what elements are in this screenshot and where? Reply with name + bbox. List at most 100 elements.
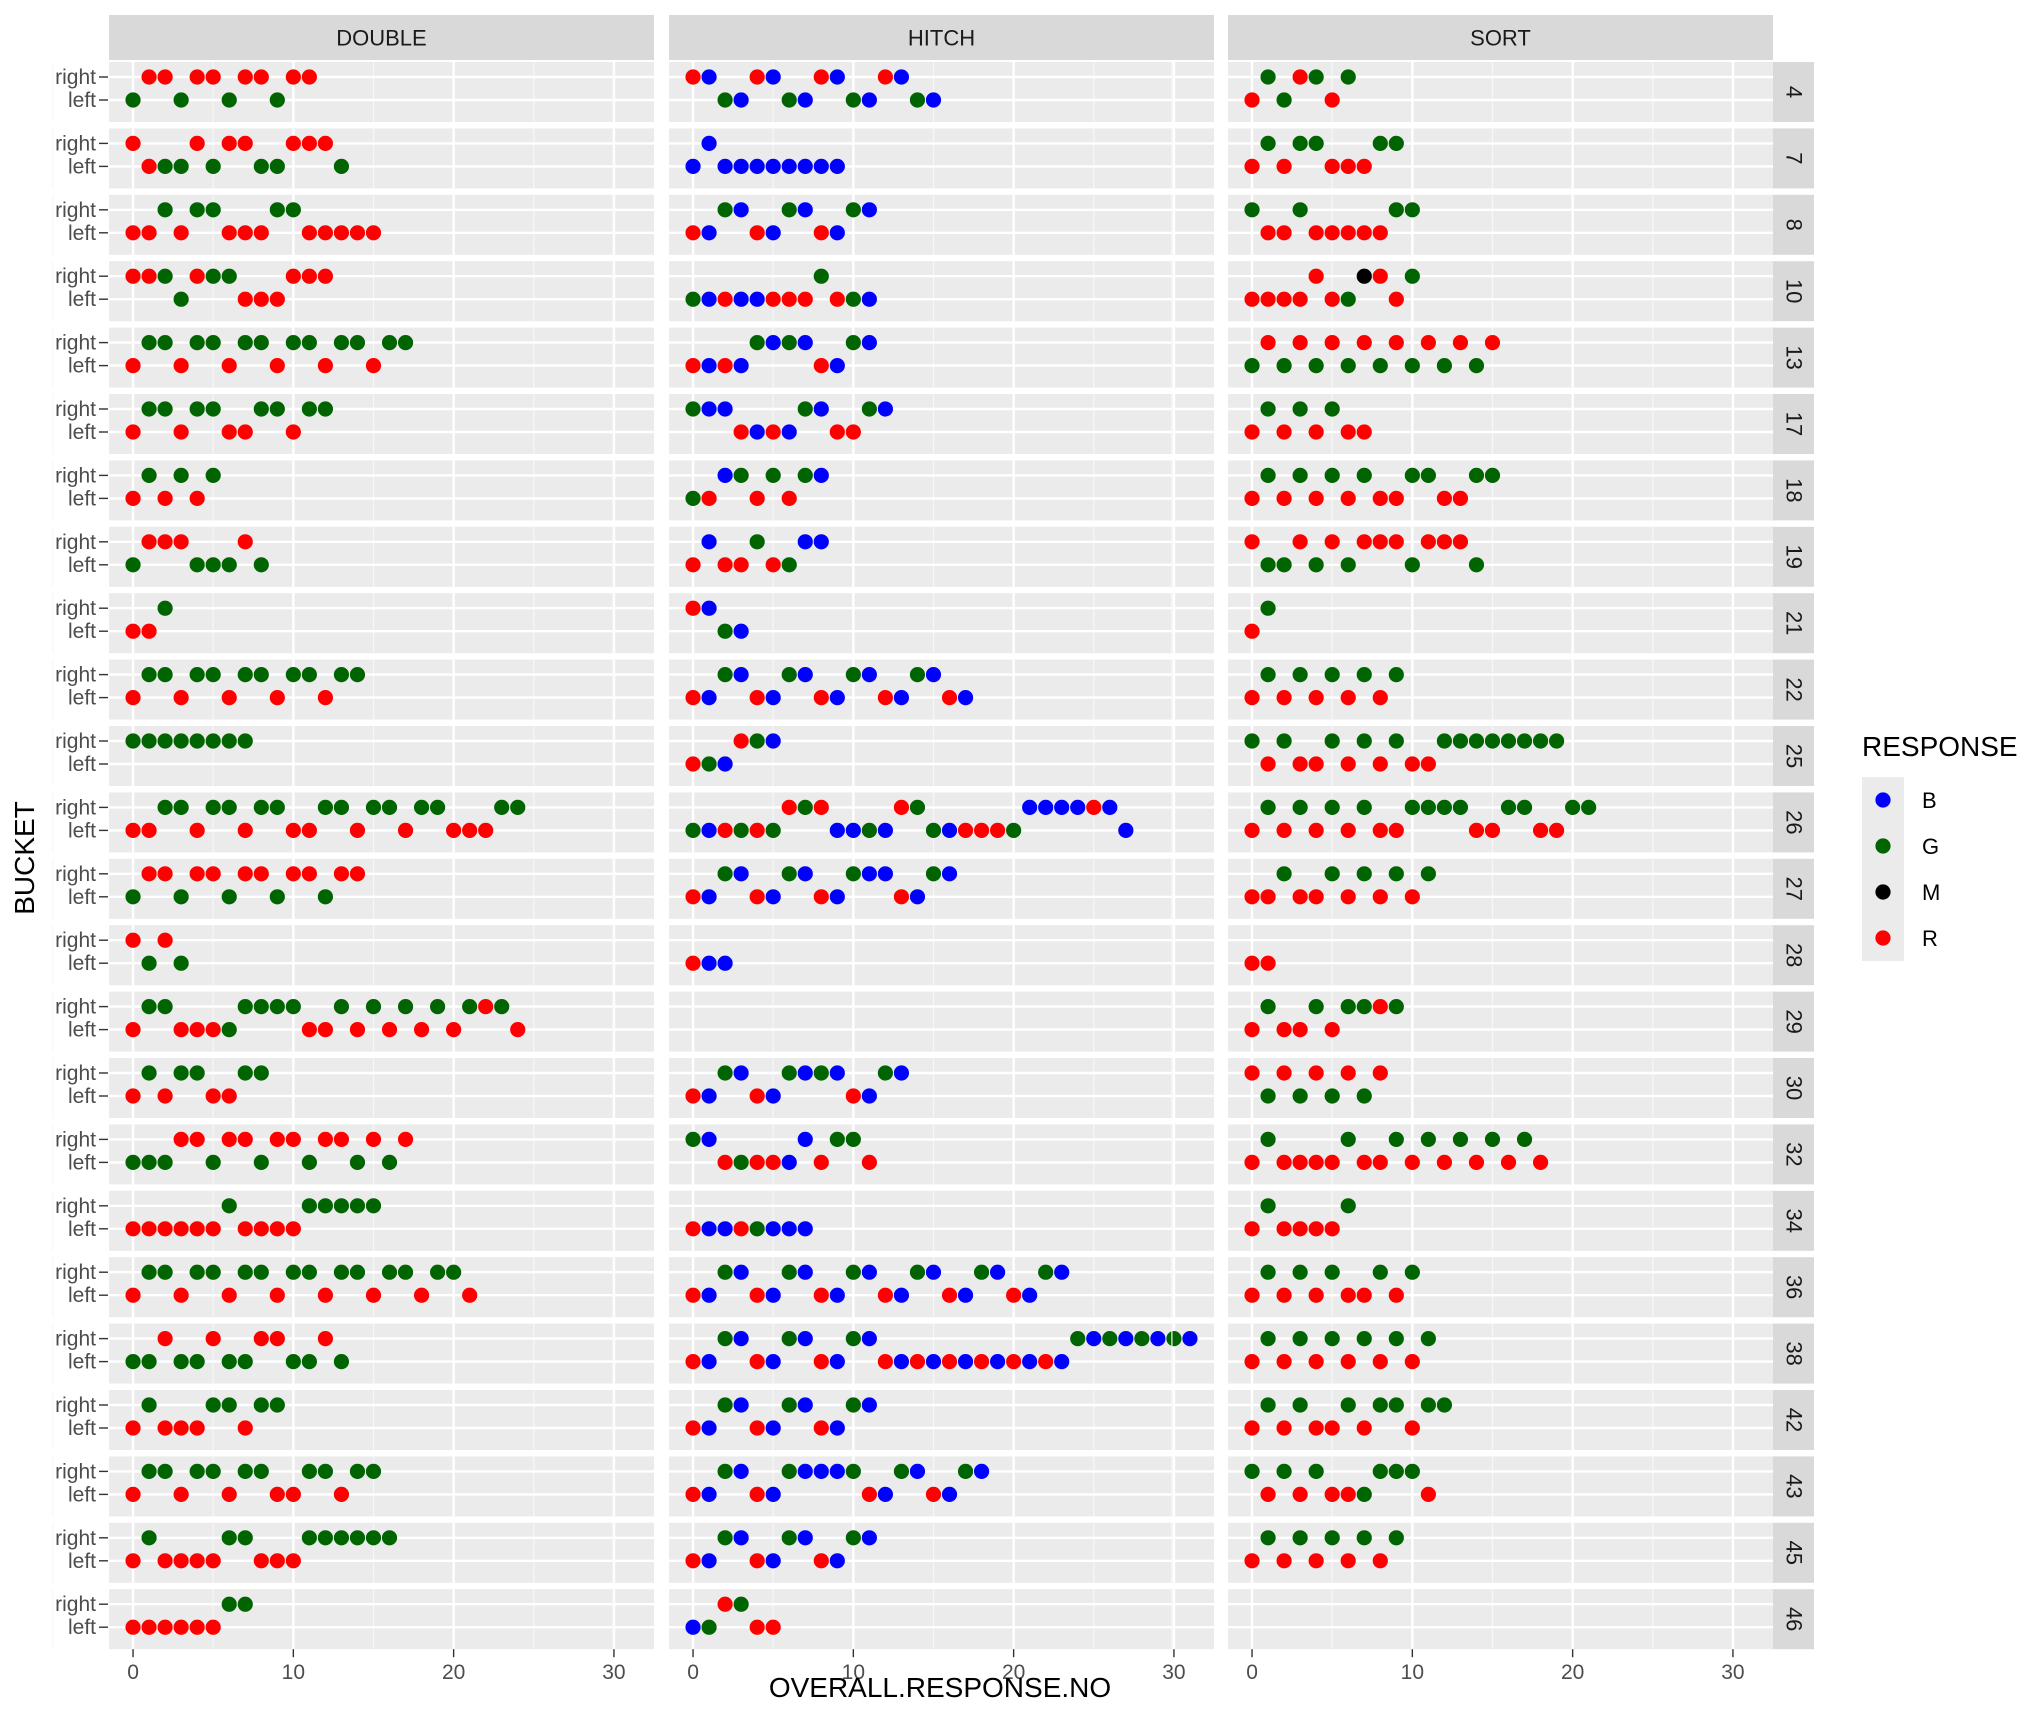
data-point-R <box>1532 1154 1549 1170</box>
y-tick-label: right <box>55 1593 96 1616</box>
y-tick-label: left <box>68 753 96 776</box>
data-point-B <box>909 1463 926 1479</box>
data-point-G <box>1452 733 1469 749</box>
data-point-G <box>861 401 877 417</box>
data-point-G <box>1292 1331 1308 1347</box>
data-point-R <box>1372 225 1388 241</box>
y-tick-label: left <box>68 952 96 975</box>
data-point-R <box>685 69 701 85</box>
data-point-G <box>205 667 221 683</box>
data-point-R <box>349 1022 366 1038</box>
data-point-R <box>269 1287 285 1303</box>
data-point-R <box>1276 225 1292 241</box>
data-point-R <box>749 822 765 839</box>
data-point-R <box>221 225 237 241</box>
data-point-R <box>749 1154 765 1170</box>
data-point-R <box>749 225 765 241</box>
data-point-R <box>173 1131 189 1147</box>
data-point-G <box>189 202 205 218</box>
data-point-G <box>141 1264 157 1280</box>
row-strip <box>1771 327 1814 388</box>
data-point-R <box>1372 534 1388 550</box>
panel-background <box>669 593 1214 654</box>
panels-layer: DOUBLE HITCH SORT4rightleft7rightleft8righ… <box>52 15 1814 1684</box>
data-point-G <box>253 1264 269 1280</box>
data-point-G <box>494 999 510 1015</box>
data-point-G <box>269 799 285 816</box>
data-point-B <box>765 225 781 241</box>
data-point-G <box>829 1131 845 1147</box>
data-point-R <box>205 1221 221 1237</box>
data-point-G <box>1436 358 1452 374</box>
y-tick-label: right <box>55 664 96 687</box>
data-point-B <box>1150 1331 1166 1347</box>
panel-background <box>1228 128 1773 189</box>
data-point-G <box>717 202 733 218</box>
panel <box>1171 1190 1773 1251</box>
y-tick-label: right <box>55 199 96 222</box>
panel <box>1171 194 1773 255</box>
panel <box>52 1323 654 1384</box>
data-point-G <box>285 335 301 351</box>
data-point-R <box>1292 291 1308 307</box>
data-point-B <box>797 1530 813 1546</box>
data-point-B <box>861 291 877 307</box>
panel-background <box>669 1058 1214 1118</box>
data-point-R <box>189 822 205 839</box>
panel-background <box>669 659 1214 720</box>
panel <box>612 593 1214 654</box>
data-point-R <box>237 1221 253 1237</box>
data-point-G <box>749 534 765 550</box>
data-point-G <box>205 401 221 417</box>
data-point-R <box>221 1486 237 1502</box>
data-point-R <box>510 1022 526 1038</box>
data-point-B <box>1118 1331 1134 1347</box>
data-point-G <box>510 799 526 816</box>
data-point-R <box>157 490 173 506</box>
data-point-R <box>157 1619 173 1635</box>
panel <box>52 792 654 853</box>
panel-background <box>109 128 654 189</box>
data-point-R <box>317 358 333 374</box>
data-point-G <box>141 999 157 1015</box>
data-point-B <box>861 92 877 108</box>
data-point-R <box>1340 1354 1356 1370</box>
row-strip <box>1771 925 1814 986</box>
data-point-R <box>413 1287 430 1303</box>
data-point-R <box>1244 822 1260 839</box>
data-point-G <box>141 1397 157 1413</box>
panel-background <box>1228 925 1773 986</box>
y-tick-label: left <box>68 1019 96 1042</box>
data-point-R <box>1276 1022 1292 1038</box>
data-point-G <box>237 999 253 1015</box>
data-point-G <box>733 467 749 483</box>
data-point-R <box>189 69 205 85</box>
panel-background <box>109 1190 654 1251</box>
data-point-R <box>157 1088 173 1104</box>
panel-background <box>1228 1257 1773 1318</box>
panel-background <box>669 394 1214 454</box>
panel <box>612 792 1214 853</box>
data-point-B <box>861 866 877 882</box>
data-point-G <box>1388 1131 1404 1147</box>
data-point-G <box>813 268 829 284</box>
row-strip-label: 21 <box>1782 611 1807 635</box>
data-point-G <box>717 1331 733 1347</box>
data-point-B <box>701 1221 717 1237</box>
data-point-G <box>845 1131 861 1147</box>
data-point-R <box>1356 158 1372 174</box>
panel-background <box>669 62 1214 122</box>
data-point-R <box>1260 291 1276 307</box>
data-point-R <box>205 1619 221 1635</box>
data-point-R <box>749 1420 765 1436</box>
data-point-G <box>1565 799 1581 816</box>
data-point-R <box>685 358 701 374</box>
data-point-G <box>717 866 733 882</box>
y-tick-label: right <box>55 398 96 421</box>
data-point-R <box>733 733 749 749</box>
data-point-G <box>189 1264 205 1280</box>
data-point-B <box>797 1397 813 1413</box>
row-strip-label: 22 <box>1782 677 1807 701</box>
panel <box>1171 925 1773 986</box>
data-point-R <box>125 1619 141 1635</box>
